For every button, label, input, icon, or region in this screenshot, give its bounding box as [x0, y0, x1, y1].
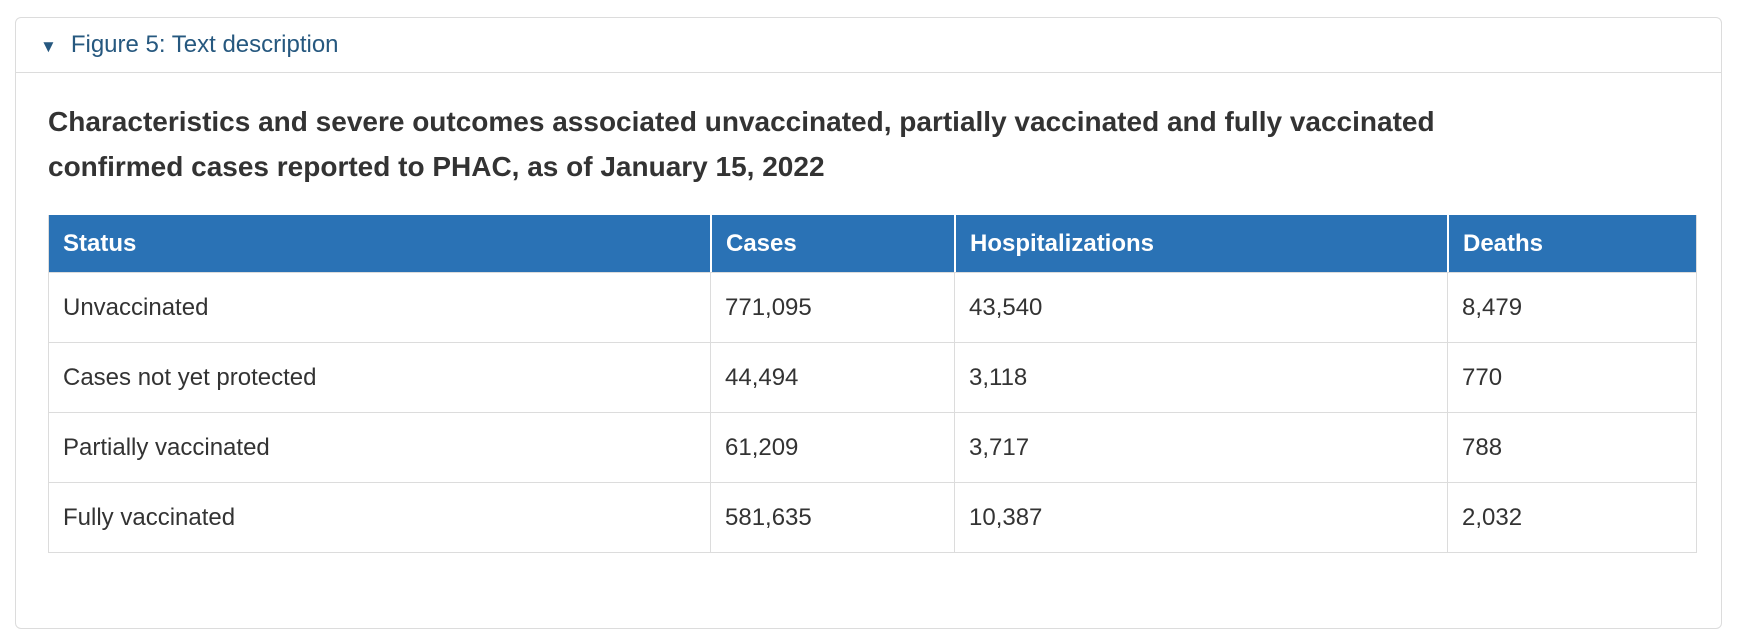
cell-deaths: 8,479 — [1447, 272, 1696, 342]
cell-hospitalizations: 10,387 — [954, 482, 1447, 552]
cell-cases: 771,095 — [710, 272, 954, 342]
column-header-deaths: Deaths — [1447, 215, 1696, 272]
column-header-hospitalizations: Hospitalizations — [954, 215, 1447, 272]
cell-hospitalizations: 3,717 — [954, 412, 1447, 482]
cell-cases: 581,635 — [710, 482, 954, 552]
column-header-status: Status — [49, 215, 710, 272]
cell-status: Partially vaccinated — [49, 412, 710, 482]
table-row: Fully vaccinated 581,635 10,387 2,032 — [49, 482, 1696, 552]
cell-deaths: 770 — [1447, 342, 1696, 412]
cell-deaths: 2,032 — [1447, 482, 1696, 552]
table-row: Partially vaccinated 61,209 3,717 788 — [49, 412, 1696, 482]
panel-content: Characteristics and severe outcomes asso… — [16, 73, 1721, 553]
cell-status: Unvaccinated — [49, 272, 710, 342]
figure-text-description-panel: ▼ Figure 5: Text description Characteris… — [15, 17, 1722, 629]
details-summary-toggle[interactable]: ▼ Figure 5: Text description — [16, 18, 1721, 73]
table-row: Unvaccinated 771,095 43,540 8,479 — [49, 272, 1696, 342]
cell-deaths: 788 — [1447, 412, 1696, 482]
details-summary-label: Figure 5: Text description — [70, 31, 339, 58]
figure-caption: Characteristics and severe outcomes asso… — [48, 106, 1435, 182]
table-header-row: Status Cases Hospitalizations Deaths — [49, 215, 1696, 272]
vaccination-outcomes-table: Status Cases Hospitalizations Deaths Unv… — [48, 215, 1697, 553]
cell-cases: 61,209 — [710, 412, 954, 482]
table-row: Cases not yet protected 44,494 3,118 770 — [49, 342, 1696, 412]
cell-status: Fully vaccinated — [49, 482, 710, 552]
cell-status: Cases not yet protected — [49, 342, 710, 412]
column-header-cases: Cases — [710, 215, 954, 272]
collapse-triangle-icon: ▼ — [40, 36, 57, 56]
cell-cases: 44,494 — [710, 342, 954, 412]
cell-hospitalizations: 3,118 — [954, 342, 1447, 412]
cell-hospitalizations: 43,540 — [954, 272, 1447, 342]
